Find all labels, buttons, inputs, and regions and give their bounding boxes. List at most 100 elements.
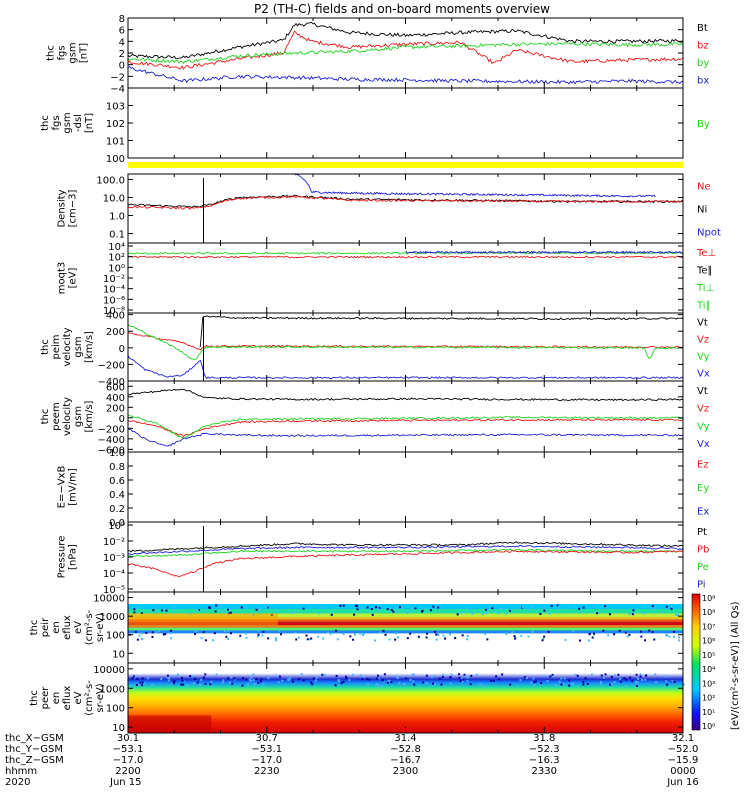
ylabel-peir-6: sr-eV): [95, 613, 106, 642]
ylabel-peer-2: en: [51, 692, 62, 705]
xtick-1-1: −53.1: [251, 744, 282, 755]
legend-efield-0: Ez: [697, 460, 709, 471]
ylabel-fgs_dsl-3: -dsl: [73, 114, 84, 132]
colorbar-tick-5: 10⁴: [702, 665, 715, 674]
legend-density-0: Ne: [697, 182, 711, 193]
ytick-temperature-6: 10⁻⁸: [103, 306, 125, 317]
ytick-density-1: 10.0: [103, 193, 125, 204]
ytick-temperature-5: 10⁻⁶: [103, 295, 125, 306]
panel-fgs_dsl: 100 101 102 103 thc fgs gsm -dsl [nT] By: [40, 87, 710, 168]
ylabel-peer-3: eflux: [62, 686, 73, 711]
ylabel-fgs-3: [nT]: [79, 43, 90, 63]
colorbar-tick-1: 10⁸: [702, 608, 715, 617]
colorbar-tick-6: 10³: [702, 679, 715, 688]
legend-efield-1: Ey: [697, 483, 709, 494]
panel-frame-peem: [127, 380, 684, 453]
ylabel-temperature-1: [eV]: [68, 268, 79, 289]
ytick-density-3: 0.1: [109, 230, 125, 241]
ylabel-peer-0: thc: [29, 690, 40, 706]
ytick-fgs_dsl-3: 103: [106, 102, 125, 113]
ytick-fgs_dsl-0: 100: [106, 154, 125, 165]
panel-density: 100.0 10.0 1.0 0.1 Density [cm−3] Ne Ni Npot: [57, 173, 721, 244]
ytick-peir-0: 10000: [93, 594, 125, 605]
ytick-temperature-3: 10⁻²: [103, 274, 125, 285]
xtick-0-0: 30.1: [117, 733, 139, 744]
xaxis-row-label-0: thc_X−GSM: [5, 733, 64, 744]
ylabel-peer-4: eV: [73, 691, 84, 704]
xtick-2-0: 31.4: [394, 733, 416, 744]
ytick-peem-6: −600: [98, 445, 125, 456]
ytick-efield-1: 0.8: [109, 462, 125, 473]
xtick-3-3: 2330: [532, 766, 557, 777]
series-peem-Vx: [127, 428, 684, 447]
ylabel-peer-1: peer: [40, 686, 51, 710]
ylabel-peir-1: peir: [40, 617, 51, 637]
ylabel-peir-3: eflux: [62, 615, 73, 640]
legend-fgs_dsl-0: By: [697, 119, 710, 130]
xtick-0-2: −17.0: [113, 755, 144, 766]
legend-temperature-1: Te∥: [696, 265, 713, 276]
ytick-peim-0: 400: [106, 311, 125, 322]
legend-pressure-1: Pb: [697, 544, 709, 555]
ylabel-fgs_dsl-1: fgs: [51, 115, 62, 130]
legend-pressure-0: Pt: [697, 527, 707, 538]
ylabel-density-0: Density: [57, 189, 68, 227]
ytick-fgs-6: −4: [110, 84, 125, 95]
legend-peem-0: Vt: [697, 386, 708, 397]
ytick-pressure-4: 10⁻⁵: [103, 585, 125, 596]
xtick-3-0: 31.8: [533, 733, 555, 744]
ytick-peir-1: 1000: [100, 612, 125, 623]
ylabel-temperature-0: moqt3: [57, 262, 68, 295]
ylabel-pressure-0: Pressure: [57, 536, 68, 579]
legend-fgs-1: bz: [697, 40, 709, 51]
ylabel-peir-2: en: [51, 621, 62, 634]
ytick-efield-3: 0.4: [109, 490, 125, 501]
xtick-4-1: −52.0: [668, 744, 699, 755]
colorbar-tick-2: 10⁷: [702, 622, 715, 631]
ytick-density-0: 100.0: [96, 175, 125, 186]
ytick-fgs_dsl-1: 101: [106, 137, 125, 148]
ylabel-peir-5: (cm²-s-: [84, 609, 95, 645]
ylabel-fgs-1: fgs: [57, 45, 68, 60]
colorbar-tick-7: 10²: [702, 694, 715, 703]
panel-peer: 10000 1000 100 10 thc peer en eflux eV (cm²-s-sr-…: [29, 662, 685, 734]
ytick-fgs-5: −2: [110, 72, 125, 83]
ylabel-efield-0: E=−VxB: [57, 466, 68, 509]
ytick-pressure-1: 10⁻²: [103, 537, 125, 548]
ytick-peir-2: 100: [106, 631, 125, 642]
series-peem-Vy: [127, 414, 684, 439]
xtick-1-3: 2230: [254, 766, 279, 777]
xtick-3-1: −52.3: [529, 744, 560, 755]
panel-frame-efield: [127, 451, 684, 523]
ytick-peer-2: 100: [106, 704, 125, 715]
ytick-peem-4: −200: [98, 424, 125, 435]
ytick-peer-1: 1000: [100, 684, 125, 695]
ytick-pressure-0: 10⁰: [108, 521, 125, 532]
legend-temperature-2: Ti⊥: [696, 283, 714, 294]
series-pressure-Pe: [127, 548, 684, 558]
ytick-temperature-4: 10⁻⁴: [103, 285, 125, 296]
ylabel-peer-6: sr-eV): [95, 683, 106, 712]
series-temperature-Ti∥: [127, 251, 684, 255]
xtick-3-2: −16.3: [529, 755, 560, 766]
colorbar-label: [eV/(cm²-s-sr-eV)] (All Qs): [730, 601, 741, 730]
colorbar-tick-4: 10⁵: [702, 651, 715, 660]
series-temperature-Te⊥: [127, 255, 684, 259]
legend-fgs-3: bx: [697, 75, 709, 86]
series-pressure-Pb: [127, 549, 684, 578]
ytick-peem-0: 600: [106, 382, 125, 393]
ylabel-fgs_dsl-4: [nT]: [84, 113, 95, 133]
ytick-fgs-3: 2: [119, 49, 125, 60]
legend-peem-1: Vz: [697, 404, 709, 415]
ylabel-peer-5: (cm²-s-: [84, 680, 95, 716]
xtick-2-2: −16.7: [390, 755, 421, 766]
panel-pressure: 10⁰ 10⁻² 10⁻³ 10⁻⁴ 10⁻⁵ Pressure [nPa] Pt Pb Pe Pi: [57, 521, 710, 596]
ytick-peem-5: −400: [98, 435, 125, 446]
ytick-fgs_dsl-2: 102: [106, 119, 125, 130]
ytick-fgs-0: 8: [119, 14, 125, 25]
colorbar-tick-0: 10⁸: [702, 594, 715, 603]
ylabel-fgs-2: gsm: [68, 42, 79, 63]
xtick-1-2: −17.0: [251, 755, 282, 766]
